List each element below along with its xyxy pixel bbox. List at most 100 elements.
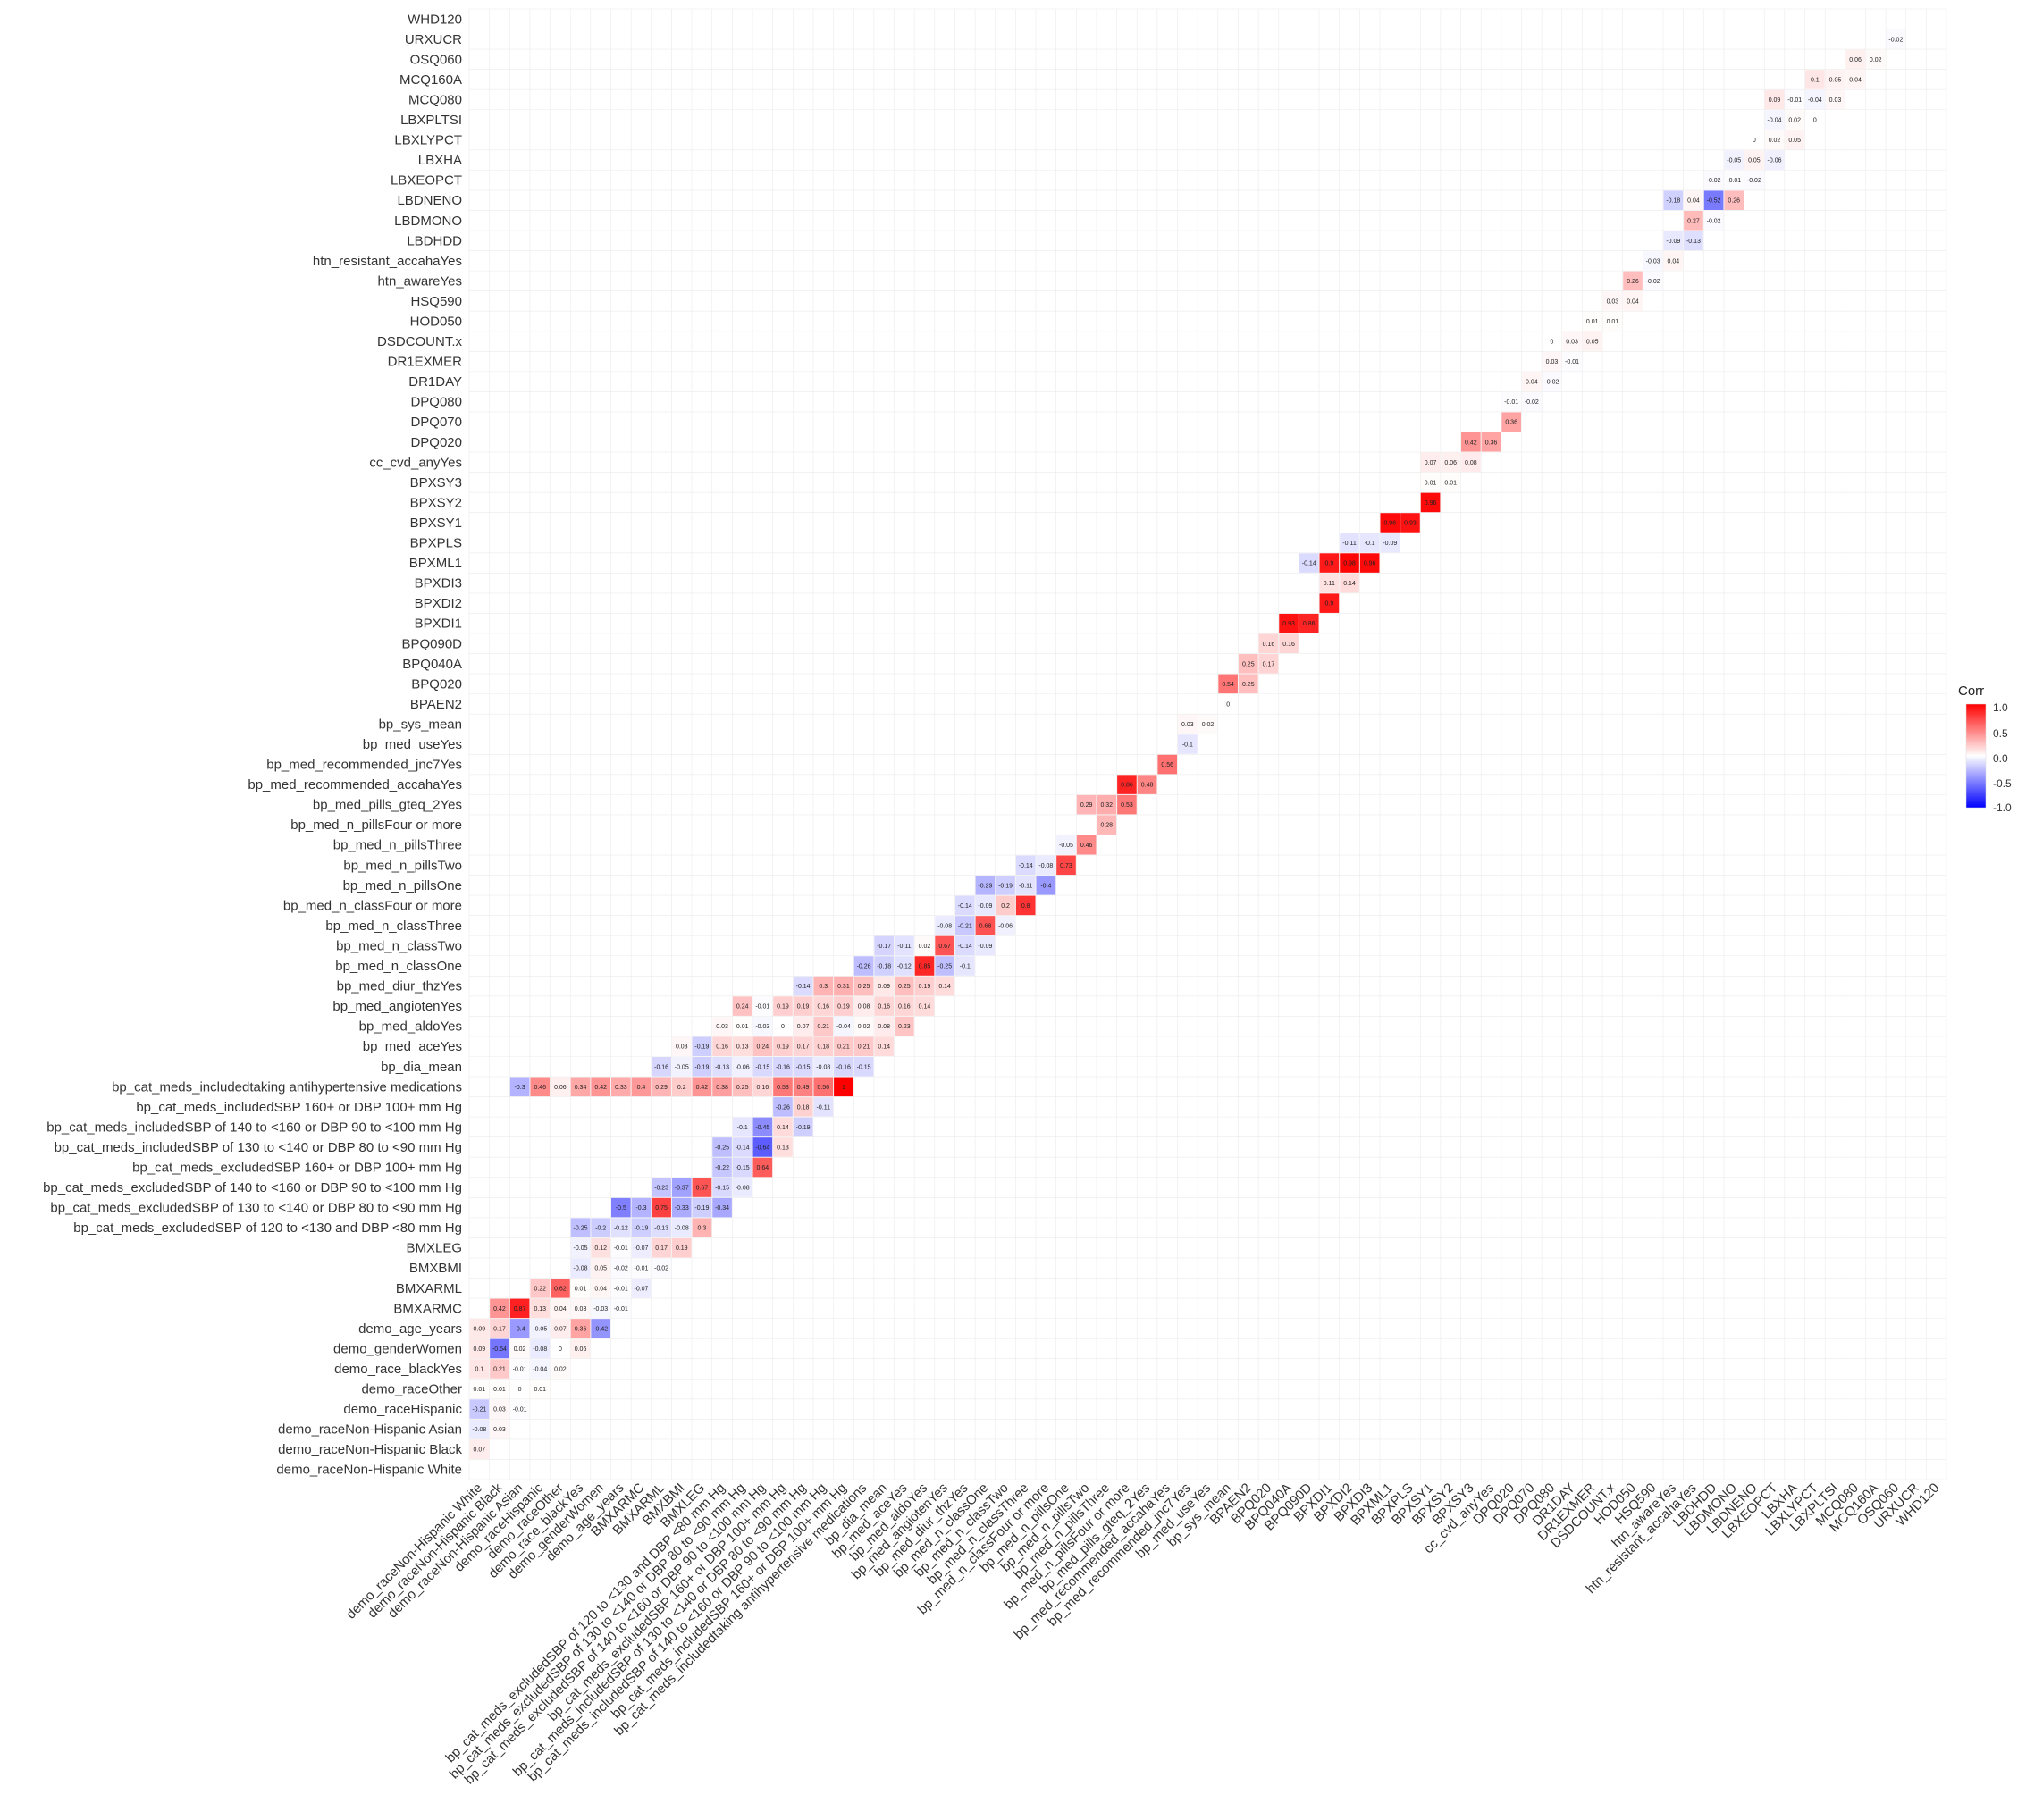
- cell-value-label: 0.08: [878, 1024, 890, 1030]
- y-tick-label: BMXARMC: [393, 1301, 462, 1316]
- heatmap-cell: [1744, 170, 1764, 190]
- heatmap-cell: [469, 1359, 490, 1379]
- cell-value-label: 0.28: [1100, 823, 1113, 829]
- heatmap-cell: [975, 916, 996, 935]
- cell-value-label: -0.01: [513, 1366, 527, 1372]
- heatmap-cell: [1562, 351, 1582, 372]
- y-tick-label: bp_cat_meds_includedSBP of 140 to <160 o…: [46, 1120, 462, 1135]
- heatmap-cell: [671, 1178, 692, 1197]
- cell-value-label: 0: [1550, 340, 1553, 346]
- heatmap-cell: [732, 1077, 752, 1097]
- heatmap-cell: [732, 1137, 752, 1157]
- cell-value-label: -0.11: [817, 1104, 831, 1111]
- y-tick-label: bp_med_diur_thzYes: [337, 979, 462, 994]
- heatmap-cell: [732, 1157, 752, 1178]
- heatmap-cell: [551, 1077, 570, 1097]
- color-legend: Corr 1.0 0.5 0.0 -0.5 -1.0: [1958, 684, 2012, 814]
- y-tick-label: bp_cat_meds_excludedSBP of 140 to <160 o…: [43, 1180, 462, 1195]
- cell-value-label: 0.04: [1627, 298, 1639, 305]
- cell-value-label: 0.16: [898, 1004, 911, 1011]
- heatmap-cell: [853, 1056, 874, 1077]
- heatmap-cell: [570, 1279, 591, 1298]
- heatmap-cell: [853, 1036, 874, 1056]
- cell-value-label: 0.16: [878, 1004, 890, 1011]
- heatmap-cell: [1684, 231, 1703, 251]
- cell-value-label: 0.09: [1769, 97, 1781, 104]
- heatmap-cell: [834, 996, 853, 1016]
- heatmap-cell: [1340, 553, 1359, 573]
- cell-value-label: 0.68: [979, 923, 992, 929]
- cell-value-label: -0.02: [614, 1266, 628, 1272]
- y-tick-label: OSQ060: [410, 52, 462, 67]
- heatmap-cell: [954, 916, 975, 935]
- heatmap-cell: [1076, 835, 1097, 855]
- y-tick-label: BPXDI3: [415, 576, 462, 591]
- heatmap-cell: [813, 996, 834, 1016]
- cell-value-label: -0.03: [755, 1024, 769, 1030]
- heatmap-cell: [1724, 190, 1744, 210]
- heatmap-cell: [509, 1399, 530, 1419]
- cell-value-label: -0.09: [978, 903, 992, 910]
- heatmap-cell: [1400, 513, 1420, 533]
- heatmap-cell: [954, 956, 975, 976]
- heatmap-cell: [1582, 311, 1602, 331]
- cell-value-label: 0.16: [716, 1044, 728, 1051]
- cell-value-label: -0.12: [614, 1226, 628, 1232]
- heatmap-cell: [611, 1197, 631, 1218]
- cell-value-label: 0.12: [594, 1245, 607, 1252]
- heatmap-cell: [752, 1117, 773, 1137]
- cell-value-label: -0.18: [877, 964, 891, 970]
- cell-value-label: 0.05: [1788, 138, 1801, 144]
- y-tick-label: bp_med_n_pillsTwo: [343, 858, 462, 873]
- heatmap-cell: [1804, 89, 1825, 110]
- heatmap-cell: [671, 1197, 692, 1218]
- heatmap-cell: [530, 1338, 551, 1359]
- heatmap-cell: [752, 1036, 773, 1056]
- heatmap-cell: [773, 1016, 793, 1036]
- y-tick-label: BMXBMI: [409, 1261, 462, 1276]
- cell-value-label: -0.25: [937, 964, 952, 970]
- cell-value-label: -0.1: [960, 964, 971, 970]
- heatmap-cell: [490, 1338, 509, 1359]
- heatmap-cell: [834, 976, 853, 996]
- cell-value-label: 0.67: [696, 1186, 709, 1192]
- cell-value-label: -0.26: [776, 1104, 790, 1111]
- cell-value-label: 0.25: [1242, 682, 1255, 688]
- heatmap-cell: [813, 1056, 834, 1077]
- heatmap-cell: [1521, 372, 1542, 391]
- cell-value-label: 0.07: [554, 1326, 567, 1332]
- y-tick-label: bp_med_angiotenYes: [332, 999, 462, 1014]
- heatmap-cell: [773, 1036, 793, 1056]
- legend-colorbar: [1965, 703, 1987, 809]
- heatmap-cell: [793, 976, 813, 996]
- cell-value-label: 0.4: [637, 1085, 646, 1091]
- cell-value-label: 0.19: [777, 1004, 789, 1011]
- heatmap-cell: [490, 1419, 509, 1439]
- cell-value-label: -0.19: [796, 1125, 811, 1131]
- cell-value-label: 0.11: [1324, 581, 1335, 587]
- heatmap-cell: [1602, 291, 1623, 311]
- heatmap-cell: [1845, 49, 1865, 70]
- cell-value-label: 0.9: [1324, 601, 1333, 608]
- y-tick-label: LBDMONO: [394, 214, 462, 229]
- heatmap-cell: [732, 1036, 752, 1056]
- heatmap-cell: [874, 976, 895, 996]
- cell-value-label: -0.06: [1768, 158, 1782, 164]
- cell-value-label: 0.09: [878, 984, 890, 990]
- cell-value-label: -0.02: [1544, 380, 1559, 386]
- cell-value-label: -0.15: [857, 1064, 871, 1070]
- y-tick-label: BPXPLS: [410, 536, 462, 551]
- y-tick-label: BPQ090D: [401, 636, 462, 651]
- cell-value-label: 0.25: [1242, 661, 1255, 667]
- cell-value-label: 0.93: [1404, 520, 1417, 526]
- cell-value-label: 0.48: [1141, 783, 1154, 789]
- cell-value-label: 0.14: [1343, 581, 1356, 587]
- y-tick-label: URXUCR: [405, 32, 462, 47]
- cell-value-label: 0.05: [1586, 340, 1599, 346]
- heatmap-cell: [570, 1298, 591, 1319]
- cell-value-label: 0.3: [819, 984, 828, 990]
- heatmap-cell: [469, 1379, 490, 1399]
- cell-value-label: -0.05: [1059, 843, 1073, 849]
- cell-value-label: 0.53: [1121, 802, 1133, 809]
- heatmap-cell: [1015, 855, 1036, 876]
